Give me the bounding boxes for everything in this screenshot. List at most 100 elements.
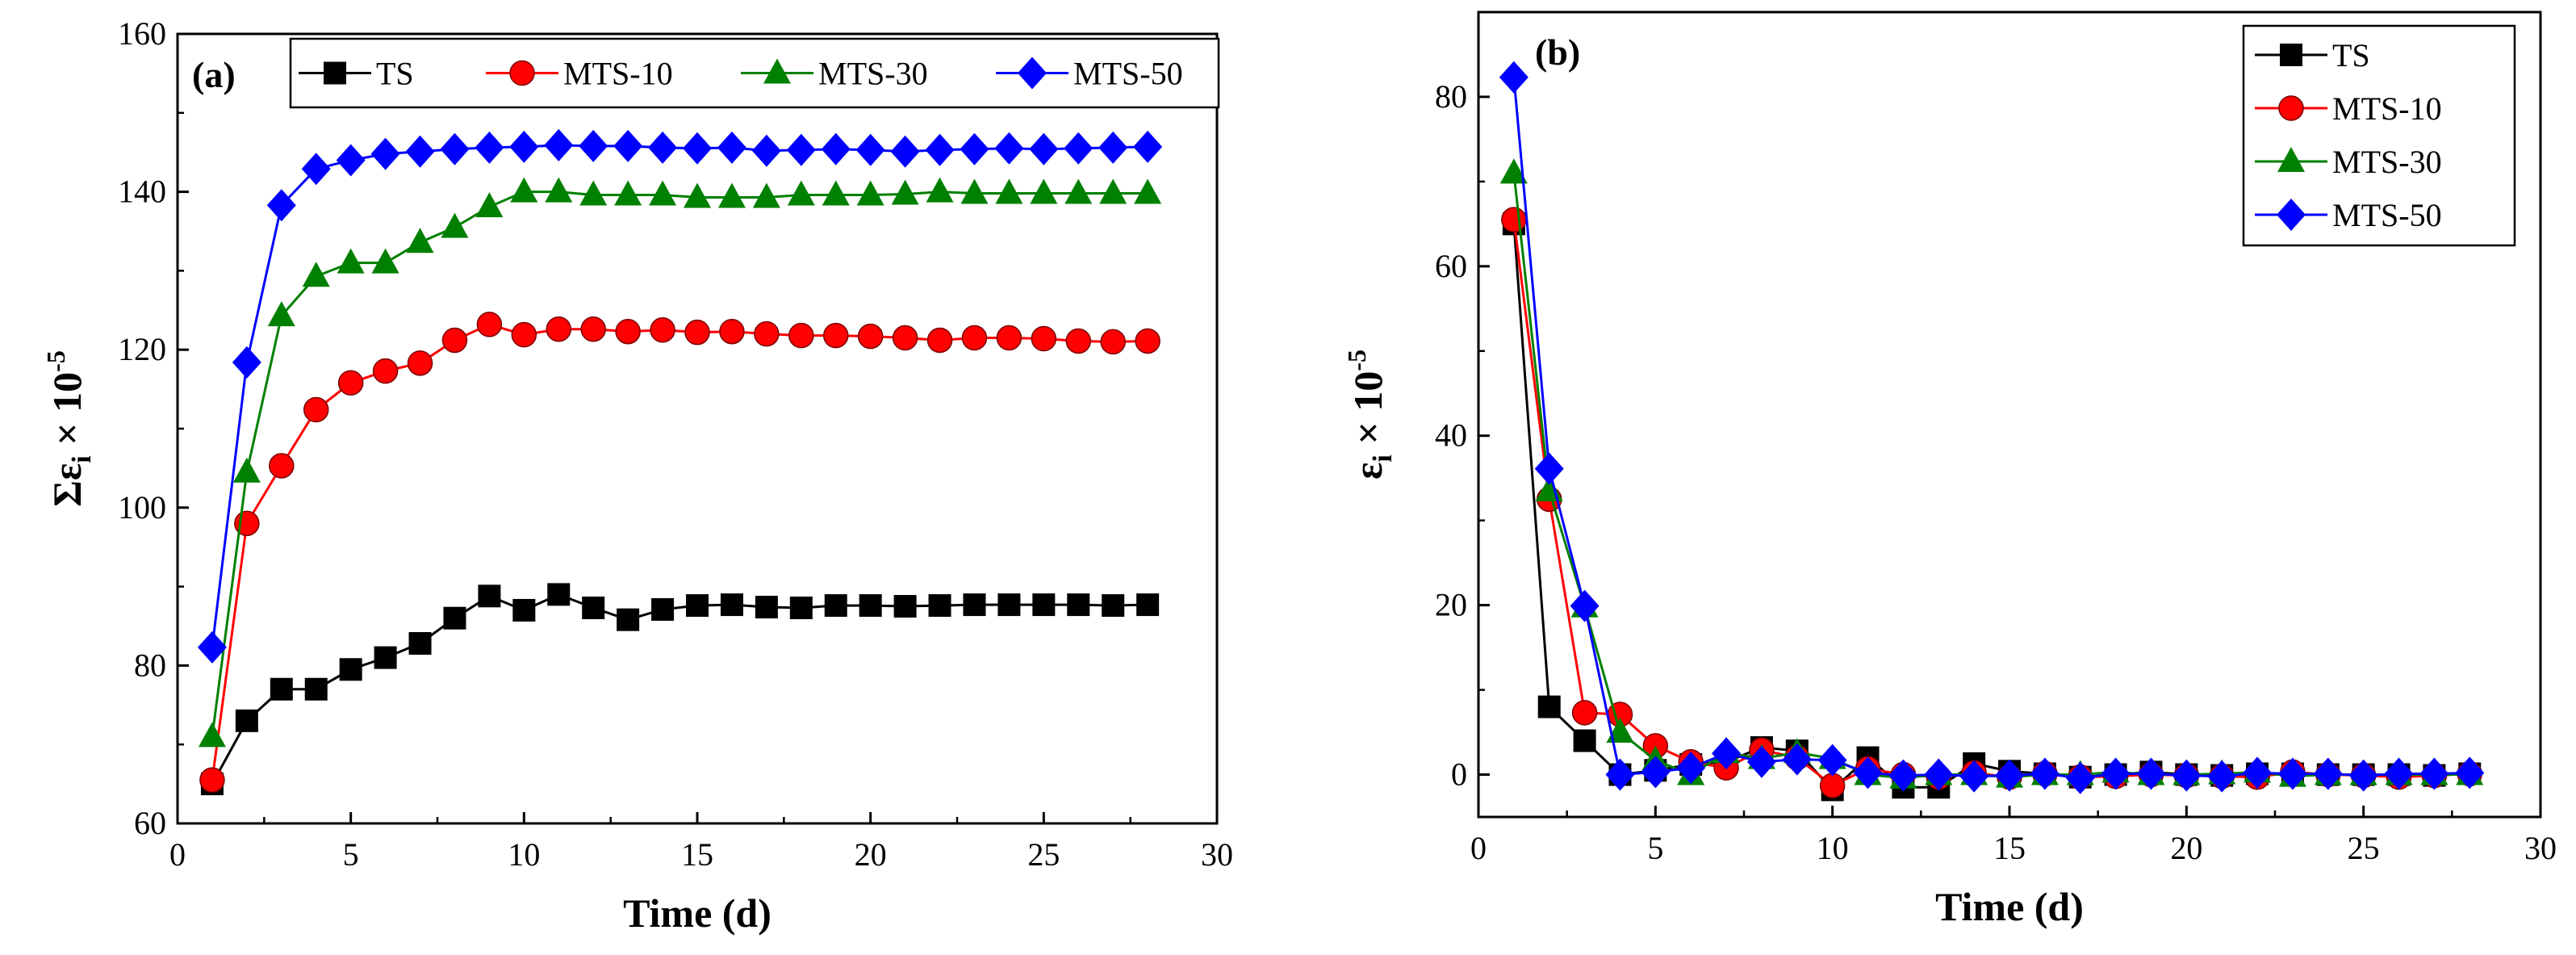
- data-point: [1571, 700, 1598, 726]
- y-tick-label: 80: [1435, 78, 1467, 115]
- series-mts-30: [198, 177, 1162, 748]
- data-point: [649, 180, 677, 206]
- data-point: [509, 130, 539, 163]
- data-point: [1641, 756, 1671, 789]
- data-point: [926, 327, 953, 354]
- data-point: [995, 178, 1023, 204]
- series-line: [1512, 224, 2470, 792]
- series-line: [1512, 173, 2470, 780]
- x-tick-label: 15: [681, 836, 713, 873]
- data-point: [266, 189, 296, 222]
- data-point: [407, 350, 433, 376]
- data-point: [512, 598, 536, 622]
- data-point: [1030, 178, 1058, 204]
- data-point: [1534, 452, 1564, 485]
- data-point: [197, 630, 227, 664]
- data-point: [1029, 132, 1059, 165]
- data-point: [476, 312, 503, 337]
- data-point: [269, 453, 295, 479]
- y-tick-label: 140: [118, 174, 166, 210]
- data-point: [859, 594, 882, 618]
- y-tick-label: 40: [1435, 417, 1467, 454]
- data-point: [717, 131, 746, 164]
- data-point: [374, 646, 397, 669]
- legend-item-mts-10: MTS-10: [486, 56, 673, 92]
- legend-marker: [2277, 147, 2305, 172]
- data-point: [1064, 132, 1094, 165]
- legend-marker: [324, 61, 346, 85]
- legend-marker: [2277, 199, 2306, 231]
- data-point: [2455, 756, 2485, 790]
- series-mts-10: [199, 312, 1160, 793]
- data-point: [547, 583, 571, 606]
- data-point: [405, 135, 435, 168]
- data-point: [580, 316, 606, 342]
- data-point: [1136, 593, 1160, 617]
- x-tick-label: 25: [1027, 836, 1060, 873]
- data-point: [2419, 757, 2449, 790]
- data-point: [857, 323, 884, 350]
- series-mts-10: [1501, 207, 2483, 798]
- data-point: [232, 457, 261, 483]
- data-point: [1102, 594, 1125, 618]
- x-tick-label: 10: [508, 836, 540, 873]
- data-point: [1537, 695, 1561, 718]
- data-point: [441, 327, 468, 354]
- data-point: [1133, 130, 1163, 163]
- data-point: [304, 677, 328, 701]
- y-tick-label: 100: [118, 489, 166, 526]
- data-point: [582, 597, 605, 620]
- series-line: [211, 191, 1148, 737]
- data-point: [2101, 757, 2131, 790]
- data-point: [648, 131, 678, 164]
- data-point: [824, 594, 847, 618]
- data-point: [1064, 178, 1093, 204]
- data-point: [303, 396, 329, 423]
- data-point: [475, 192, 504, 218]
- data-point: [372, 358, 399, 384]
- data-point: [579, 129, 608, 162]
- y-tick-label: 160: [118, 15, 166, 52]
- data-point: [235, 709, 258, 732]
- data-point: [232, 346, 261, 379]
- data-point: [720, 593, 743, 617]
- data-point: [545, 177, 573, 203]
- data-point: [650, 317, 675, 343]
- data-point: [440, 132, 470, 165]
- y-tick-label: 80: [134, 647, 166, 683]
- data-point: [686, 594, 709, 618]
- legend-label: MTS-10: [563, 56, 673, 92]
- data-point: [960, 132, 989, 165]
- data-point: [1099, 178, 1127, 204]
- data-point: [752, 182, 780, 208]
- x-tick-label: 10: [1817, 830, 1849, 866]
- x-tick-label: 0: [1470, 830, 1487, 866]
- data-point: [339, 658, 362, 681]
- data-point: [1924, 758, 1954, 791]
- data-point: [544, 128, 574, 161]
- legend: TS MTS-10 MTS-30 MTS-50: [289, 37, 1220, 109]
- y-axis-label: Σεi × 10-5: [41, 350, 97, 507]
- legend-label: TS: [376, 56, 414, 92]
- data-point: [2384, 757, 2414, 790]
- data-point: [1065, 328, 1092, 354]
- series-line: [1512, 77, 2470, 780]
- data-point: [928, 594, 951, 618]
- data-point: [822, 322, 849, 349]
- data-point: [786, 133, 816, 166]
- data-point: [546, 316, 572, 342]
- data-point: [478, 584, 501, 608]
- data-point: [717, 182, 746, 208]
- data-point: [1031, 325, 1057, 352]
- data-point: [510, 177, 538, 203]
- legend-label: TS: [2332, 37, 2370, 73]
- data-point: [2030, 757, 2060, 790]
- data-point: [1134, 178, 1162, 204]
- data-point: [893, 595, 917, 618]
- data-point: [336, 144, 366, 177]
- data-point: [617, 608, 640, 631]
- x-tick-label: 20: [855, 836, 887, 873]
- legend-item-mts-30: MTS-30: [2255, 144, 2442, 180]
- data-point: [267, 301, 295, 327]
